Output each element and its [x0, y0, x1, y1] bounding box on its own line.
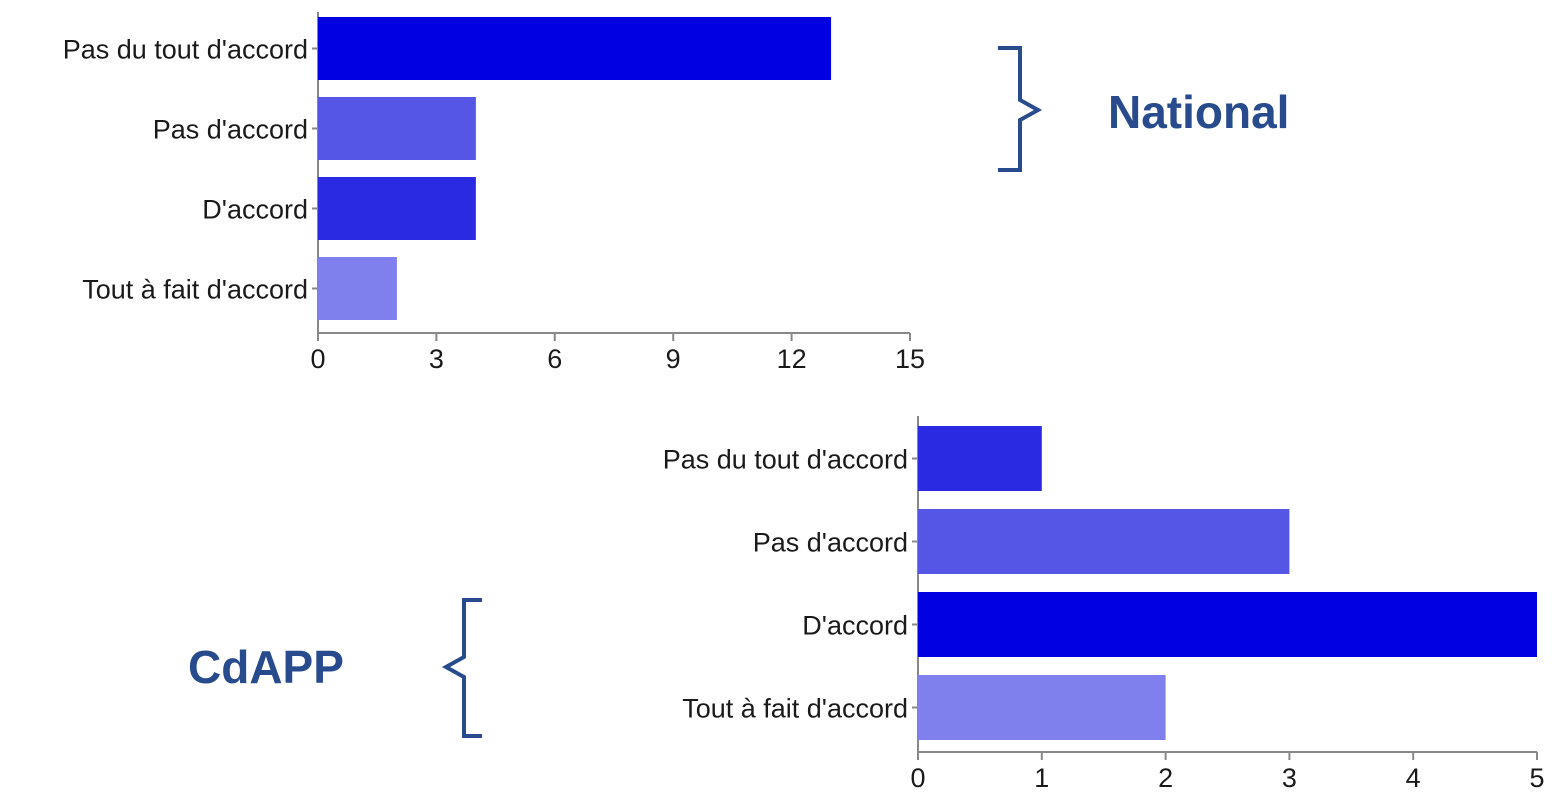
- x-tick-label: 2: [1158, 763, 1173, 793]
- bar: [918, 426, 1042, 491]
- category-label: Pas du tout d'accord: [63, 35, 308, 65]
- brace-national-shape: [998, 46, 1043, 172]
- bar: [918, 509, 1290, 574]
- x-tick-label: 9: [666, 344, 681, 374]
- x-tick-label: 15: [895, 344, 925, 374]
- group-label-cdapp: CdAPP: [188, 641, 344, 693]
- bar: [318, 257, 397, 320]
- brace-national: [998, 46, 1043, 172]
- x-tick-label: 6: [547, 344, 562, 374]
- x-tick-label: 5: [1529, 763, 1544, 793]
- category-label: Tout à fait d'accord: [682, 694, 908, 724]
- x-tick-label: 4: [1406, 763, 1421, 793]
- chart-national: Pas du tout d'accord Pas d'accord D'accord…: [63, 12, 925, 374]
- bar: [918, 675, 1166, 740]
- bar: [318, 17, 832, 80]
- bar: [318, 177, 476, 240]
- brace-cdapp-shape: [441, 598, 482, 738]
- bar: [318, 97, 476, 160]
- category-label: Tout à fait d'accord: [82, 275, 308, 305]
- chart-cdapp: Pas du tout d'accord Pas d'accord D'accord…: [663, 416, 1545, 793]
- x-tick-label: 12: [777, 344, 807, 374]
- x-tick-label: 0: [910, 763, 925, 793]
- x-tick-label: 3: [429, 344, 444, 374]
- group-label-national: National: [1108, 86, 1289, 138]
- x-tick-label: 0: [310, 344, 325, 374]
- category-label: Pas d'accord: [153, 115, 308, 145]
- bar: [918, 592, 1537, 657]
- category-label: D'accord: [802, 611, 908, 641]
- brace-cdapp: [441, 598, 482, 738]
- category-label: Pas d'accord: [753, 528, 908, 558]
- x-tick-label: 3: [1282, 763, 1297, 793]
- category-label: Pas du tout d'accord: [663, 445, 908, 475]
- x-tick-label: 1: [1034, 763, 1049, 793]
- category-label: D'accord: [202, 195, 308, 225]
